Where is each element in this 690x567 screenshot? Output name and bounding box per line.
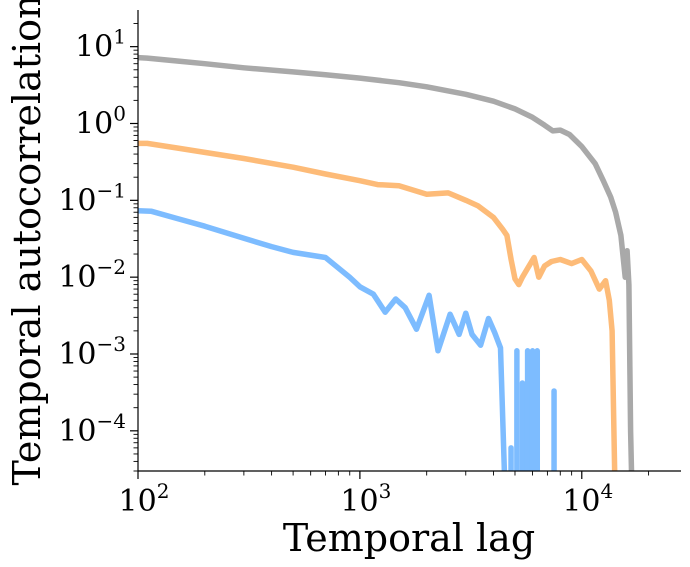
y-tick-label: 101: [75, 25, 126, 65]
y-tick-label: 10−4: [58, 409, 126, 449]
y-axis-title: Temporal autocorrelation: [5, 0, 49, 486]
series-line-3: [138, 208, 508, 471]
y-tick-label: 10−2: [58, 255, 126, 295]
series-line-2: [138, 140, 618, 471]
series-line-1: [138, 54, 635, 471]
x-tick-label: 102: [119, 479, 170, 519]
y-tick-label: 10−3: [58, 332, 126, 372]
y-tick-label: 100: [75, 101, 126, 141]
y-tick-label: 10−1: [58, 178, 126, 218]
x-tick-label: 104: [562, 479, 613, 519]
axes: [137, 10, 681, 472]
x-axis-title: Temporal lag: [283, 516, 535, 560]
ticks: 102 103 104 101 100 10−1 10−2 10−3 10−4: [58, 23, 650, 519]
x-tick-label: 103: [340, 479, 391, 519]
series-layer: [138, 54, 635, 471]
